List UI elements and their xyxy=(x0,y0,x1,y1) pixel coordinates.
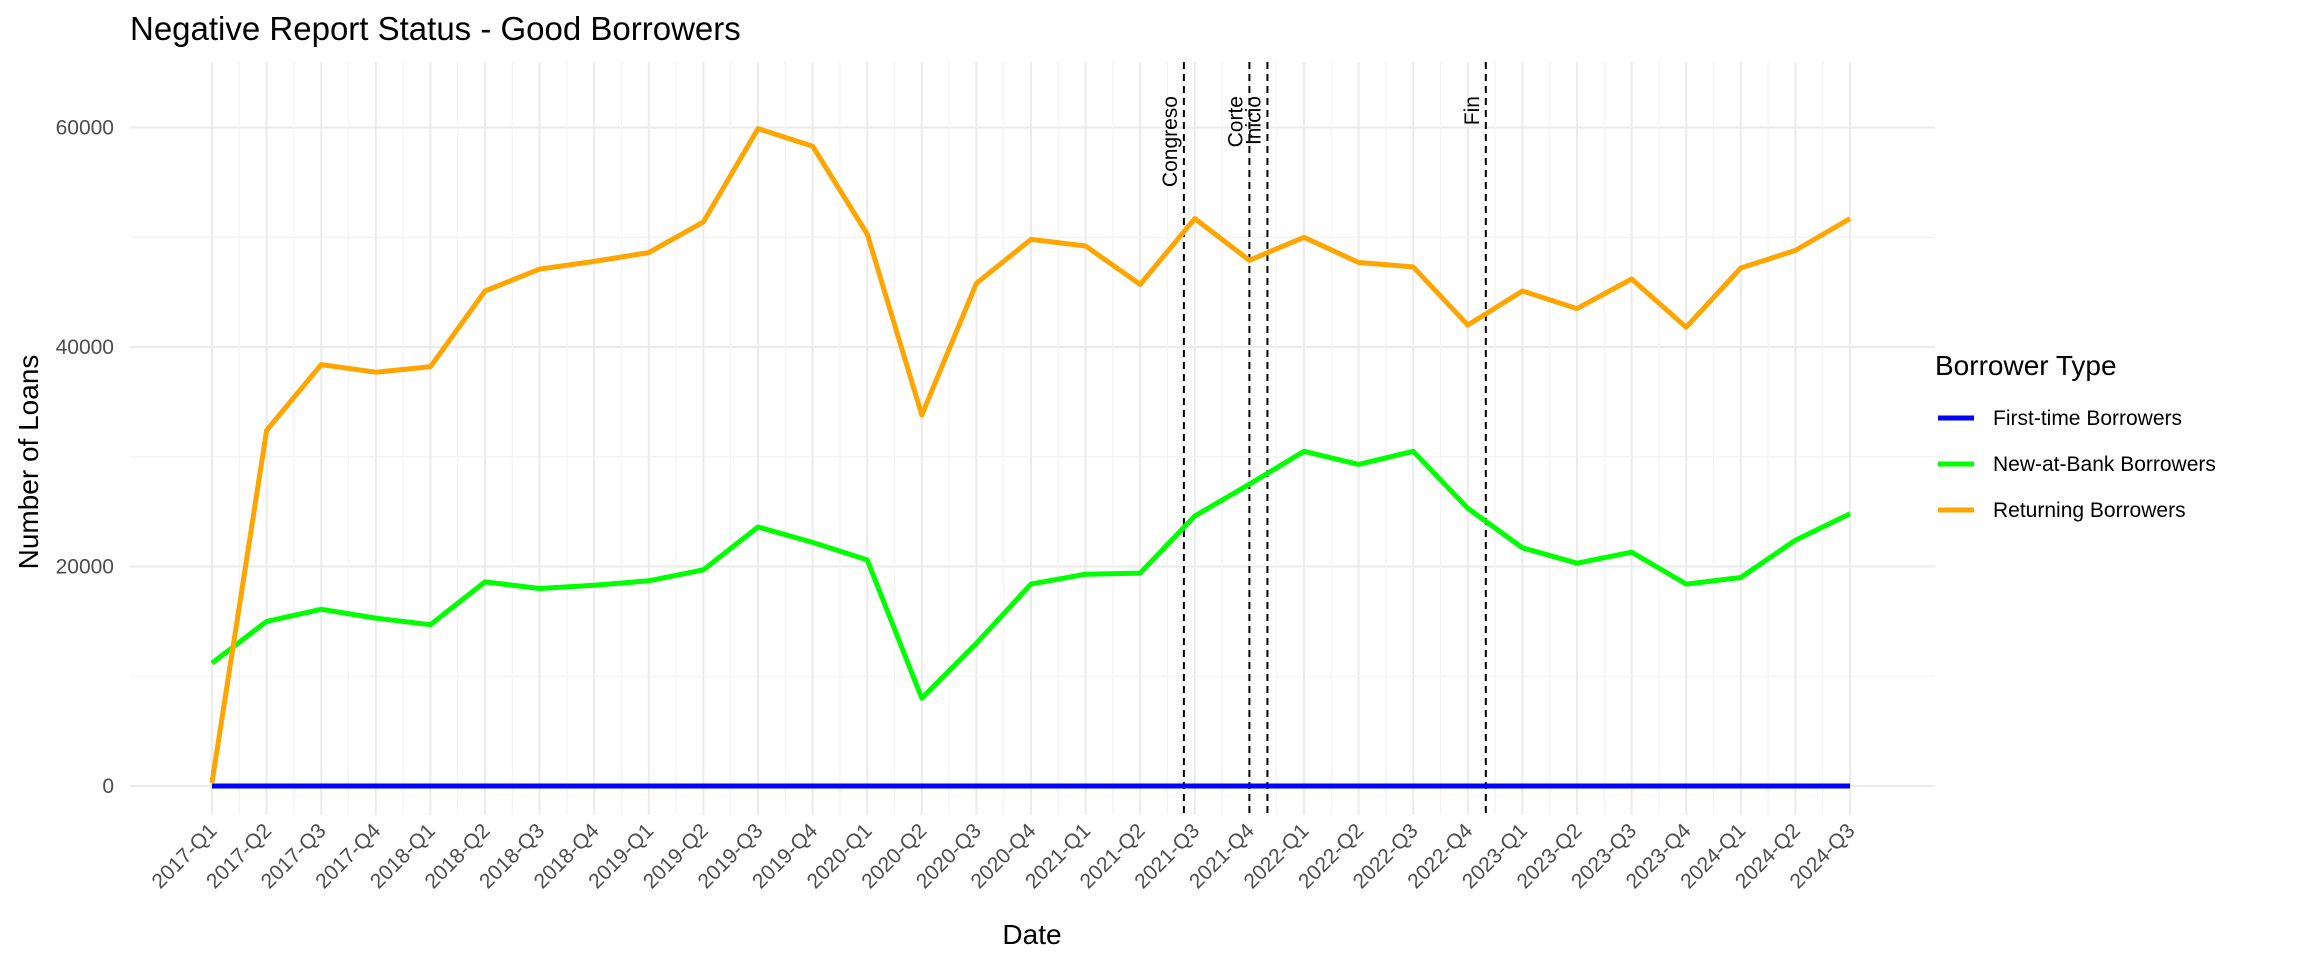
event-label: Inicio xyxy=(1242,96,1265,145)
series-line xyxy=(209,126,1852,784)
event-label: Corte xyxy=(1224,96,1247,147)
y-axis-title: Number of Loans xyxy=(13,355,44,570)
legend-label: First-time Borrowers xyxy=(1993,407,2182,430)
legend-label: New-at-Bank Borrowers xyxy=(1993,453,2216,476)
y-tick-label: 40000 xyxy=(56,336,114,359)
x-axis-ticks: 2017-Q12017-Q22017-Q32017-Q42018-Q12018-… xyxy=(147,819,1859,893)
y-tick-label: 60000 xyxy=(56,117,114,140)
y-axis-ticks: 0 20000 40000 60000 xyxy=(56,117,114,799)
event-label: Fin xyxy=(1461,96,1484,125)
legend: Borrower Type First-time Borrowers New-at… xyxy=(1935,350,2216,522)
series-lines xyxy=(209,126,1852,789)
x-axis-title: Date xyxy=(1002,919,1061,950)
y-tick-label: 0 xyxy=(102,775,114,798)
series-line xyxy=(210,448,1852,701)
event-label: Congreso xyxy=(1159,96,1182,187)
legend-items: First-time Borrowers New-at-Bank Borrower… xyxy=(1938,407,2216,522)
legend-label: Returning Borrowers xyxy=(1993,499,2186,522)
legend-title: Borrower Type xyxy=(1935,350,2117,381)
chart-title: Negative Report Status - Good Borrowers xyxy=(130,10,741,47)
grid xyxy=(130,62,1935,815)
y-tick-label: 20000 xyxy=(56,556,114,579)
